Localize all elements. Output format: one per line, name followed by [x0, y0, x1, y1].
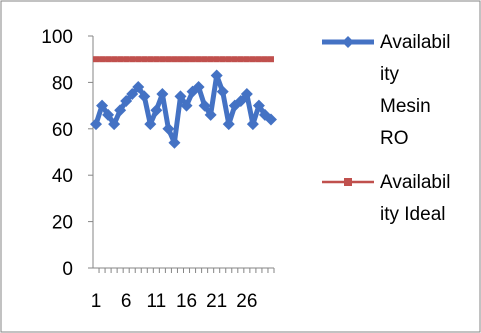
data-point [120, 94, 133, 107]
data-point [90, 118, 103, 131]
legend-marker [344, 178, 352, 186]
y-tick-label: 100 [41, 27, 73, 48]
x-tick-label: 21 [206, 291, 227, 312]
data-point [207, 56, 214, 63]
data-point [201, 56, 208, 63]
data-point [108, 118, 121, 131]
data-point [243, 56, 250, 63]
data-point [189, 56, 196, 63]
data-point [222, 118, 235, 131]
x-tick-label: 1 [91, 291, 102, 312]
data-point [174, 90, 187, 103]
legend-label: RO [380, 128, 409, 149]
data-point [180, 99, 193, 112]
data-point [237, 56, 244, 63]
data-point [96, 99, 109, 112]
y-tick-label: 20 [52, 213, 73, 234]
plot-area [90, 56, 277, 149]
x-tick-label: 16 [176, 291, 197, 312]
data-point [102, 108, 115, 121]
data-point [135, 56, 142, 63]
data-point [141, 56, 148, 63]
data-point [261, 56, 268, 63]
data-point [171, 56, 178, 63]
legend: Availabil ity Mesin RO Availabil ity Ideal [322, 32, 450, 225]
legend-label: ity Ideal [380, 204, 445, 225]
data-point [204, 108, 217, 121]
data-point [210, 69, 223, 82]
data-point [264, 113, 277, 126]
data-point [177, 56, 184, 63]
y-tick-label: 0 [62, 259, 73, 280]
data-point [132, 81, 145, 94]
legend-label: ity [380, 64, 400, 85]
data-point [213, 56, 220, 63]
data-point [147, 56, 154, 63]
data-point [267, 56, 274, 63]
data-point [162, 122, 175, 135]
y-tick-label: 60 [52, 120, 73, 141]
legend-label: Availabil [380, 32, 450, 53]
y-tick-label: 40 [52, 166, 73, 187]
data-point [150, 104, 163, 117]
data-point [123, 56, 130, 63]
x-tick-label: 26 [236, 291, 257, 312]
data-point [111, 56, 118, 63]
data-point [99, 56, 106, 63]
data-point [165, 56, 172, 63]
series-1 [93, 56, 274, 63]
data-point [198, 99, 211, 112]
data-point [138, 90, 151, 103]
data-point [129, 56, 136, 63]
data-point [192, 81, 205, 94]
data-point [156, 88, 169, 100]
data-point [114, 104, 127, 117]
data-point [240, 88, 253, 100]
data-point [105, 56, 112, 63]
data-point [159, 56, 166, 63]
x-tick-label: 6 [121, 291, 132, 312]
data-point [231, 56, 238, 63]
legend-marker [342, 36, 354, 48]
data-point [234, 94, 247, 107]
data-point [183, 56, 190, 63]
data-point [195, 56, 202, 63]
data-point [249, 56, 256, 63]
legend-item-0: Availabil ity Mesin RO [322, 32, 450, 149]
data-point [255, 56, 262, 63]
data-point [252, 99, 265, 112]
legend-item-1: Availabil ity Ideal [322, 172, 450, 225]
legend-label: Availabil [380, 172, 450, 193]
data-point [225, 56, 232, 63]
data-point [246, 118, 259, 131]
y-tick-label: 80 [52, 73, 73, 94]
data-point [216, 85, 229, 98]
data-point [93, 56, 100, 63]
x-tick-label: 11 [146, 291, 166, 312]
data-point [117, 56, 124, 63]
data-point [219, 56, 226, 63]
legend-label: Mesin [380, 96, 431, 117]
data-point [144, 118, 157, 131]
series-0 [90, 69, 277, 149]
data-point [168, 136, 181, 149]
data-point [153, 56, 160, 63]
data-point [126, 88, 139, 100]
